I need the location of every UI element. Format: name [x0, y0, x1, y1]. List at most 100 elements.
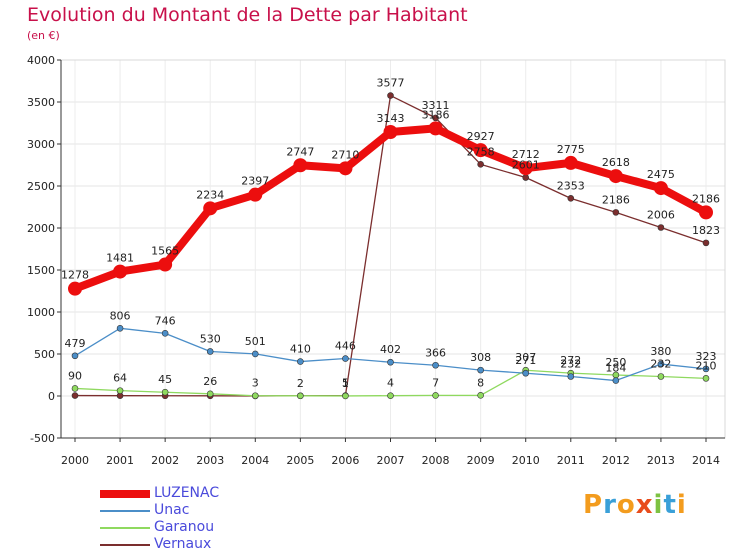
data-label-luzenac: 2234: [196, 188, 224, 201]
data-point-luzenac: [248, 187, 263, 202]
data-label-garanou: 4: [387, 377, 394, 390]
data-point-vernaux: [567, 195, 575, 202]
legend-label: Garanou: [154, 519, 215, 535]
data-point-vernaux: [71, 392, 79, 399]
data-point-luzenac: [428, 121, 443, 136]
x-tick-label: 2002: [151, 454, 179, 467]
x-tick-label: 2007: [377, 454, 405, 467]
data-label-garanou: 26: [203, 375, 217, 388]
data-point-garanou: [702, 375, 710, 382]
x-tick-label: 2003: [196, 454, 224, 467]
data-point-unac: [342, 355, 349, 362]
data-label-unac: 308: [470, 351, 491, 364]
data-point-unac: [657, 360, 665, 368]
legend-swatch: [100, 544, 150, 546]
data-label-garanou: 90: [68, 369, 82, 382]
logo-letter: P: [583, 490, 604, 520]
data-label-unac: 806: [110, 309, 131, 322]
data-point-garanou: [477, 392, 484, 399]
data-label-unac: 232: [560, 358, 581, 371]
data-point-garanou: [116, 387, 124, 394]
logo-letter: r: [603, 490, 617, 520]
x-tick-label: 2001: [106, 454, 134, 467]
y-tick-label: 2500: [27, 180, 55, 193]
data-point-luzenac: [653, 181, 668, 196]
data-label-luzenac: 2775: [557, 143, 585, 156]
data-label-garanou: 7: [432, 376, 439, 389]
data-label-garanou: 3: [252, 377, 259, 390]
data-label-unac: 366: [425, 346, 446, 359]
legend-swatch: [100, 527, 150, 529]
proxiti-logo: Proxiti: [583, 490, 687, 520]
y-tick-label: 0: [48, 390, 55, 403]
data-label-unac: 323: [696, 350, 717, 363]
data-point-vernaux: [432, 114, 439, 122]
data-point-luzenac: [518, 161, 533, 176]
data-point-luzenac: [608, 169, 623, 184]
logo-letter: t: [663, 490, 677, 520]
y-tick-label: 500: [34, 348, 55, 361]
x-tick-label: 2014: [692, 454, 720, 467]
data-label-unac: 380: [650, 345, 671, 358]
y-tick-label: -500: [30, 432, 55, 445]
logo-letter: o: [616, 490, 636, 520]
data-point-luzenac: [293, 158, 308, 173]
legend-label: Unac: [154, 502, 190, 518]
data-label-unac: 746: [155, 314, 176, 327]
x-tick-label: 2005: [286, 454, 314, 467]
data-label-garanou: 1: [342, 377, 349, 390]
data-label-unac: 479: [65, 337, 86, 350]
data-label-luzenac: 2475: [647, 168, 675, 181]
data-point-garanou: [297, 392, 304, 400]
data-label-luzenac: 3186: [422, 108, 450, 121]
x-tick-label: 2013: [647, 454, 675, 467]
legend-label: LUZENAC: [154, 485, 220, 501]
data-point-unac: [206, 348, 214, 355]
data-label-garanou: 210: [696, 359, 717, 372]
data-point-garanou: [161, 388, 169, 396]
data-point-luzenac: [563, 155, 578, 170]
data-point-unac: [522, 369, 530, 377]
data-label-luzenac: 2618: [602, 156, 630, 169]
chart-title: Evolution du Montant de la Dette par Hab…: [27, 4, 468, 26]
data-label-garanou: 232: [650, 358, 671, 371]
y-tick-label: 2000: [27, 222, 55, 235]
data-label-garanou: 307: [515, 351, 536, 364]
data-label-garanou: 250: [605, 356, 626, 369]
data-label-luzenac: 2186: [692, 192, 720, 205]
data-point-garanou: [206, 390, 214, 398]
x-tick-label: 2010: [512, 454, 540, 467]
y-tick-label: 1000: [27, 306, 55, 319]
data-point-unac: [387, 358, 394, 366]
data-point-luzenac: [383, 124, 398, 139]
data-point-unac: [297, 358, 304, 365]
data-label-vernaux: 2601: [512, 159, 540, 172]
data-point-garanou: [251, 392, 259, 400]
y-tick-label: 3000: [27, 138, 55, 151]
data-label-garanou: 2: [297, 377, 304, 390]
data-point-luzenac: [699, 205, 713, 220]
y-tick-label: 3500: [27, 96, 55, 109]
data-point-luzenac: [68, 281, 82, 296]
data-point-luzenac: [158, 257, 173, 272]
data-point-garanou: [342, 392, 349, 400]
data-point-unac: [251, 350, 259, 358]
data-label-unac: 184: [605, 362, 626, 375]
data-point-unac: [477, 366, 484, 374]
data-label-luzenac: 2712: [512, 148, 540, 161]
logo-letter: i: [676, 490, 687, 520]
data-point-unac: [432, 361, 439, 369]
data-point-unac: [612, 377, 620, 384]
data-point-garanou: [387, 392, 394, 399]
y-tick-label: 4000: [27, 54, 55, 67]
data-label-luzenac: 2397: [241, 175, 269, 188]
legend-swatch: [100, 490, 150, 498]
data-point-luzenac: [113, 264, 128, 279]
data-label-luzenac: 2927: [467, 130, 495, 143]
data-point-unac: [702, 365, 710, 373]
data-label-luzenac: 1278: [61, 269, 89, 282]
data-label-vernaux: 5: [342, 377, 349, 390]
data-label-unac: 271: [515, 354, 536, 367]
data-label-unac: 446: [335, 340, 356, 353]
